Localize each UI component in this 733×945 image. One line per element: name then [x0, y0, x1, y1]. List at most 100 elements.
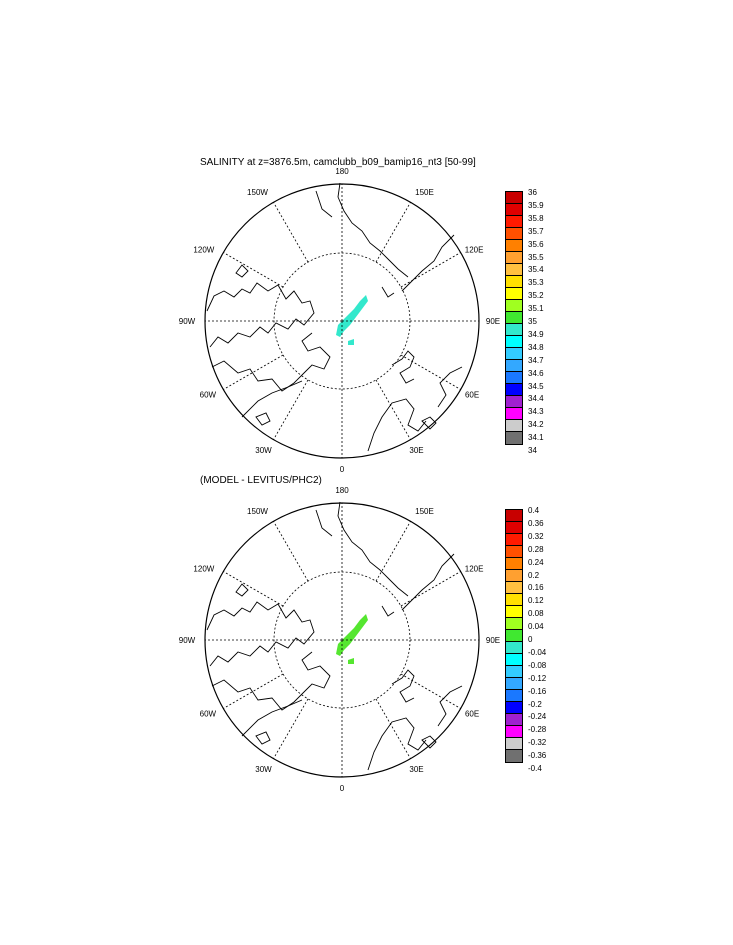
coastline [437, 685, 463, 727]
colorbar-swatch [506, 276, 522, 288]
coastline [255, 731, 271, 745]
coastline [391, 669, 415, 703]
longitude-label: 30E [409, 765, 423, 774]
longitude-label: 90W [179, 317, 196, 326]
colorbar-swatch [506, 714, 522, 726]
colorbar-label: 35.2 [528, 291, 544, 301]
colorbar-swatch [506, 522, 522, 534]
coastline [211, 332, 331, 392]
meridian [273, 379, 309, 440]
meridian [375, 379, 411, 440]
longitude-label: 60W [200, 710, 217, 719]
colorbar-swatch [506, 216, 522, 228]
coastline [381, 605, 395, 617]
colorbar-label: 34.6 [528, 368, 544, 378]
longitude-label: 180 [335, 486, 349, 495]
colorbar-label: -0.04 [528, 647, 547, 657]
colorbar-swatch [506, 264, 522, 276]
panel-1-title: SALINITY at z=3876.5m, camclubb_b09_bami… [200, 157, 476, 168]
colorbar-label: 34.1 [528, 433, 544, 443]
coastline [401, 553, 455, 611]
colorbar-label: 35.8 [528, 213, 544, 223]
colorbar-label: 35.6 [528, 239, 544, 249]
coastline [421, 735, 437, 749]
colorbar-label: 34.5 [528, 381, 544, 391]
longitude-label: 30W [255, 765, 272, 774]
colorbar-label: 35.1 [528, 304, 544, 314]
colorbar-label: 35.7 [528, 226, 544, 236]
longitude-label: 90W [179, 636, 196, 645]
longitude-label: 60E [465, 710, 479, 719]
coastline [381, 286, 395, 298]
colorbar-label: 34.2 [528, 420, 544, 430]
longitude-label: 30E [409, 446, 423, 455]
colorbar-label: -0.36 [528, 751, 547, 761]
colorbar-swatch [506, 348, 522, 360]
meridian [375, 698, 411, 759]
colorbar-label: 35.9 [528, 200, 544, 210]
coastline [235, 583, 249, 597]
colorbar-swatch [506, 300, 522, 312]
colorbar-swatch [506, 666, 522, 678]
colorbar-swatch [506, 192, 522, 204]
polar-map-2: 180 150E 120E 90E 60E 30E 0 30W 60W 90W 120W 150W [179, 486, 500, 793]
longitude-label: 30W [255, 446, 272, 455]
colorbar-swatch [506, 606, 522, 618]
colorbar-swatch [506, 654, 522, 666]
colorbar-label: 35.3 [528, 278, 544, 288]
colorbar-swatch [506, 678, 522, 690]
colorbar-label: 35.5 [528, 252, 544, 262]
colorbar-label: 0.2 [528, 570, 540, 580]
colorbar-swatch [506, 432, 522, 444]
colorbar-label: -0.32 [528, 738, 547, 748]
colorbar-swatch [506, 558, 522, 570]
colorbar-label: 0.36 [528, 518, 544, 528]
meridian [400, 354, 461, 390]
colorbar-swatch [506, 336, 522, 348]
coastline [367, 717, 427, 771]
colorbar-swatch [506, 228, 522, 240]
colorbar-label: -0.4 [528, 764, 542, 773]
colorbar-label: 34.4 [528, 394, 544, 404]
colorbar-1 [505, 191, 523, 445]
coastline [367, 398, 427, 452]
colorbar-swatch [506, 618, 522, 630]
colorbar-swatch [506, 546, 522, 558]
meridian [223, 673, 284, 709]
colorbar-label: 0.08 [528, 609, 544, 619]
colorbar-label: 34.9 [528, 329, 544, 339]
colorbar-swatch [506, 702, 522, 714]
colorbar-label: -0.16 [528, 686, 547, 696]
coastline [337, 501, 409, 597]
colorbar-label: -0.28 [528, 725, 547, 735]
colorbar-label: 0.12 [528, 596, 544, 606]
longitude-label: 0 [340, 784, 345, 793]
colorbar-swatch [506, 372, 522, 384]
meridian [400, 252, 461, 288]
colorbar-swatch [506, 240, 522, 252]
coastline [337, 182, 409, 278]
colorbar-swatch [506, 630, 522, 642]
colorbar-swatch [506, 750, 522, 762]
coastline [315, 509, 333, 537]
colorbar-swatch [506, 534, 522, 546]
colorbar-label: -0.08 [528, 660, 547, 670]
meridian [375, 202, 411, 263]
coastline [315, 190, 333, 218]
colorbar-swatch [506, 726, 522, 738]
meridian [375, 521, 411, 582]
colorbar-swatch [506, 312, 522, 324]
colorbar-label: 0.28 [528, 544, 544, 554]
coastline [421, 416, 437, 430]
polar-map-1: 180 150E 120E 90E 60E 30E 0 30W 60W 90W 120W 150W [179, 167, 500, 474]
field-region [348, 339, 354, 345]
colorbar-label: -0.24 [528, 712, 547, 722]
colorbar-label: -0.12 [528, 673, 547, 683]
longitude-label: 60W [200, 391, 217, 400]
colorbar-swatch [506, 360, 522, 372]
colorbar-swatch [506, 252, 522, 264]
longitude-label: 150E [415, 507, 434, 516]
longitude-label: 0 [340, 465, 345, 474]
longitude-label: 90E [486, 636, 500, 645]
